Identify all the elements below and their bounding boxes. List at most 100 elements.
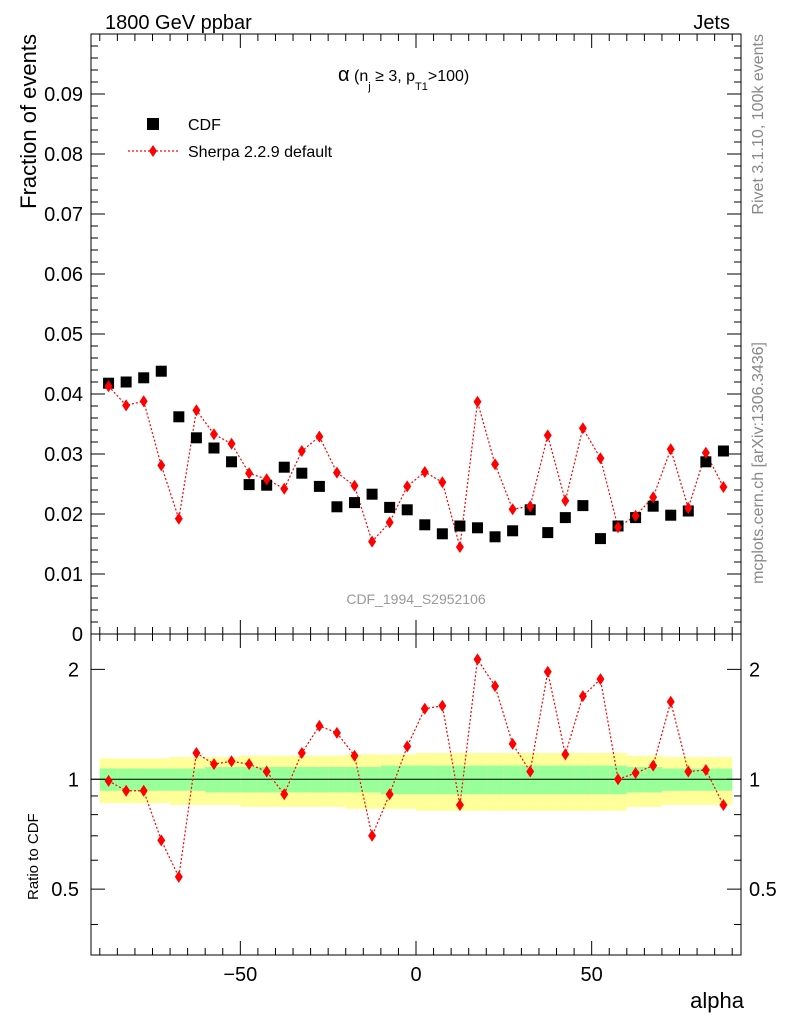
cdf-point	[173, 411, 185, 423]
band-inner	[205, 767, 223, 793]
legend-cdf-marker	[147, 118, 159, 130]
sherpa-point	[209, 428, 218, 441]
sherpa-point	[157, 459, 166, 472]
sherpa-point	[526, 500, 535, 513]
ratio-tick-label-right: 1	[749, 769, 760, 791]
band-inner	[538, 765, 557, 795]
cdf-point	[155, 365, 167, 377]
ratio-point	[192, 747, 201, 760]
sherpa-point	[420, 466, 429, 478]
sherpa-point	[455, 541, 464, 553]
band-inner	[574, 765, 592, 795]
rivet-label: Rivet 3.1.10, 100k events	[750, 34, 767, 215]
ratio-point	[280, 788, 289, 801]
ratio-point	[438, 699, 447, 712]
ratio-band	[99, 753, 733, 811]
main-series	[103, 365, 729, 553]
cdf-point	[647, 500, 659, 512]
ratio-point	[684, 765, 693, 778]
ratio-point	[297, 747, 306, 760]
cdf-point	[384, 501, 396, 513]
cdf-point	[190, 432, 202, 444]
sherpa-point	[561, 494, 570, 507]
cdf-point	[419, 519, 431, 531]
band-inner	[556, 765, 575, 795]
cdf-point	[278, 461, 290, 473]
y-tick-label: 0.09	[44, 84, 83, 106]
y-tick-label: 0.05	[44, 324, 83, 346]
sherpa-point	[245, 467, 254, 480]
sherpa-point	[122, 399, 131, 412]
cdf-point	[243, 479, 255, 491]
ratio-point	[666, 695, 675, 708]
legend-sherpa-label: Sherpa 2.2.9 default	[188, 144, 333, 161]
sherpa-point	[491, 458, 500, 471]
ratio-y-label: Ratio to CDF	[25, 813, 42, 900]
ratio-point	[227, 755, 236, 768]
sherpa-point	[578, 422, 587, 435]
band-inner	[503, 765, 522, 795]
cdf-point	[366, 488, 378, 500]
title-close: >100)	[428, 68, 469, 85]
band-inner	[416, 765, 434, 795]
ratio-point	[526, 765, 535, 778]
ratio-point	[596, 673, 605, 686]
ratio-tick-label-right: 0.5	[749, 879, 777, 901]
y-tick-label: 0.01	[44, 564, 83, 586]
sherpa-point	[596, 452, 605, 465]
cdf-point	[665, 509, 677, 521]
ratio-point	[245, 758, 254, 771]
ratio-point	[139, 784, 148, 797]
ratio-point	[174, 870, 183, 883]
ratio-point	[420, 702, 429, 715]
y-tick-label: 0.04	[44, 384, 83, 406]
ratio-tick-label: 1	[68, 769, 79, 791]
band-inner	[310, 767, 329, 793]
sherpa-point	[684, 502, 693, 514]
band-inner	[591, 765, 610, 795]
ratio-tick-label: 0.5	[51, 879, 79, 901]
header-left: 1800 GeV ppbar	[105, 12, 252, 34]
cdf-point	[138, 372, 150, 384]
ratio-point	[649, 759, 658, 772]
cdf-point	[577, 500, 589, 512]
band-inner	[328, 767, 346, 793]
band-inner	[293, 767, 311, 793]
x-tick-label: 50	[581, 964, 603, 986]
ratio-point	[491, 680, 500, 693]
legend: CDF Sherpa 2.2.9 default	[128, 117, 333, 161]
cdf-point	[226, 456, 238, 468]
y-tick-label: 0.06	[44, 264, 83, 286]
band-inner	[626, 767, 645, 793]
band-inner	[345, 767, 364, 793]
ratio-point	[122, 784, 131, 797]
watermark: CDF_1994_S2952106	[346, 591, 486, 607]
sherpa-point	[614, 521, 623, 534]
cdf-point	[471, 522, 483, 534]
ratio-point	[350, 749, 359, 762]
ratio-point	[209, 758, 218, 771]
y-axis-label: Fraction of events	[16, 34, 41, 209]
sherpa-point	[438, 476, 447, 489]
cdf-point	[436, 528, 448, 540]
cdf-point	[507, 525, 519, 537]
ratio-point	[631, 767, 640, 780]
sherpa-point	[403, 480, 412, 493]
ratio-point	[157, 834, 166, 847]
ratio-point	[578, 690, 587, 703]
ratio-tick-label: 2	[68, 659, 79, 681]
sherpa-point	[262, 473, 271, 486]
sherpa-line	[108, 385, 724, 548]
band-inner	[433, 765, 452, 795]
ratio-line	[108, 657, 724, 879]
sherpa-point	[350, 479, 359, 492]
ratio-point	[262, 765, 271, 778]
ratio-point	[315, 719, 324, 732]
sherpa-point	[280, 482, 289, 495]
axes: −50 0 50 0 0.01 0.02 0.03 0.04 0.05 0.06 0.07 0.08 0…	[44, 33, 777, 986]
cdf-point	[296, 467, 308, 479]
band-inner	[398, 765, 416, 795]
band-inner	[275, 767, 294, 793]
